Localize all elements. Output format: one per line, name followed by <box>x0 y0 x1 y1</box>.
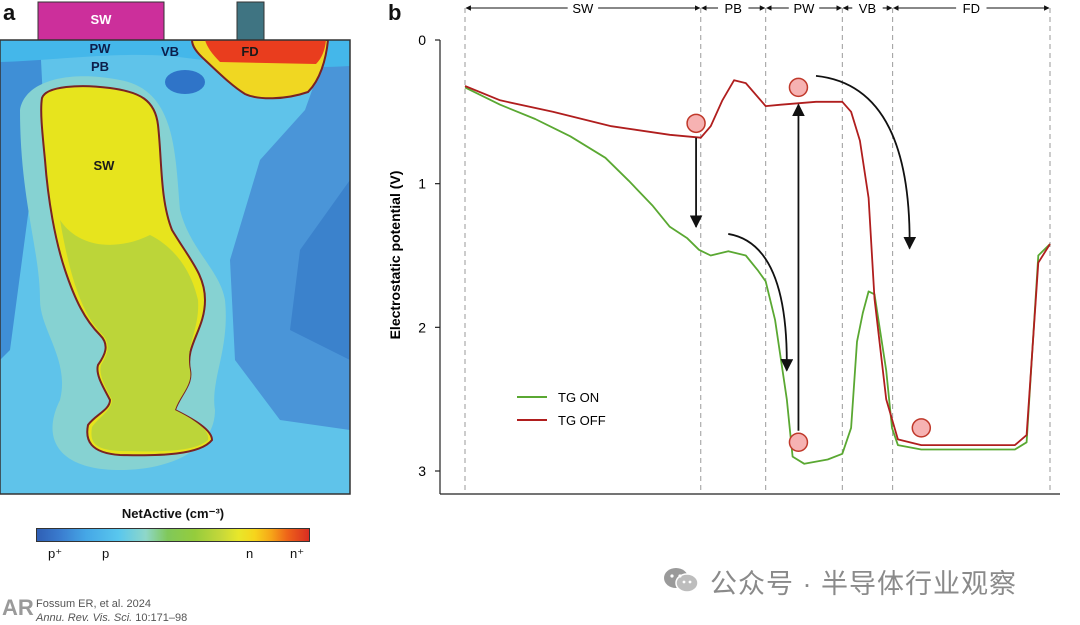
transfer-arrow <box>815 75 917 250</box>
colorbar-tick-p: p <box>102 546 110 561</box>
figure-credit: Fossum ER, et al. 2024 Annu. Rev. Vis. S… <box>36 597 187 625</box>
region-header-label: FD <box>963 1 980 16</box>
region-header-label: VB <box>859 1 876 16</box>
region-header-label: SW <box>572 1 594 16</box>
watermark-text: 公众号 · 半导体行业观察 <box>710 569 1017 599</box>
credit-journal: Annu. Rev. Vis. Sci. <box>36 612 133 624</box>
credit-pages: 10:171–98 <box>135 612 188 624</box>
charge-packet-marker <box>788 77 809 98</box>
device-cross-section: SW PW PB VB FD SW <box>0 1 351 495</box>
sw-gate-label: SW <box>91 12 113 27</box>
credit-authors: Fossum ER, et al. 2024 <box>36 598 151 610</box>
potential-chart: 0 1 2 3 SW PB PW VB FD Electrostatic potential … <box>387 1 1060 495</box>
colorbar-tick-n: n <box>246 546 254 561</box>
fd-contact <box>236 1 265 41</box>
colorbar-title: NetActive (cm⁻³) <box>121 506 225 521</box>
transfer-arrow <box>728 233 794 372</box>
p-region-right-deep <box>290 180 350 360</box>
panel-b-label: b <box>388 0 402 25</box>
sw-lower-body <box>60 220 209 452</box>
device-border <box>0 39 351 495</box>
charge-packet-marker <box>911 418 932 438</box>
vb-barrier <box>165 70 205 94</box>
legend-label-tg-off: TG OFF <box>558 413 606 428</box>
y-tick-label: 1 <box>418 176 426 192</box>
region-header-label: PW <box>794 1 816 16</box>
charge-packet-marker <box>686 113 706 134</box>
region-header-label: PB <box>725 1 742 16</box>
fd-label: FD <box>241 44 258 59</box>
colorbar <box>36 528 310 542</box>
legend-label-tg-on: TG ON <box>558 390 599 405</box>
fd-region-core <box>205 40 326 64</box>
sw-gate <box>37 1 165 41</box>
y-axis-label: Electrostatic potential (V) <box>387 171 403 340</box>
publisher-logo: AR <box>2 595 34 620</box>
y-tick-label: 0 <box>418 32 426 48</box>
sw-region-label: SW <box>94 158 116 173</box>
y-tick-label: 3 <box>418 463 426 479</box>
charge-packet-marker <box>788 432 809 453</box>
pb-label: PB <box>91 59 109 74</box>
y-tick-label: 2 <box>418 319 426 335</box>
series-line-tg-on <box>464 86 1051 465</box>
pw-label: PW <box>90 41 112 56</box>
series-line-tg-off <box>464 79 1051 446</box>
panel-a-label: a <box>3 0 16 25</box>
vb-label: VB <box>161 44 179 59</box>
wechat-icon <box>664 568 699 593</box>
legend: TG ON TG OFF <box>517 390 606 428</box>
colorbar-tick-p-plus: p⁺ <box>48 546 63 561</box>
colorbar-tick-n-plus: n⁺ <box>290 546 305 561</box>
